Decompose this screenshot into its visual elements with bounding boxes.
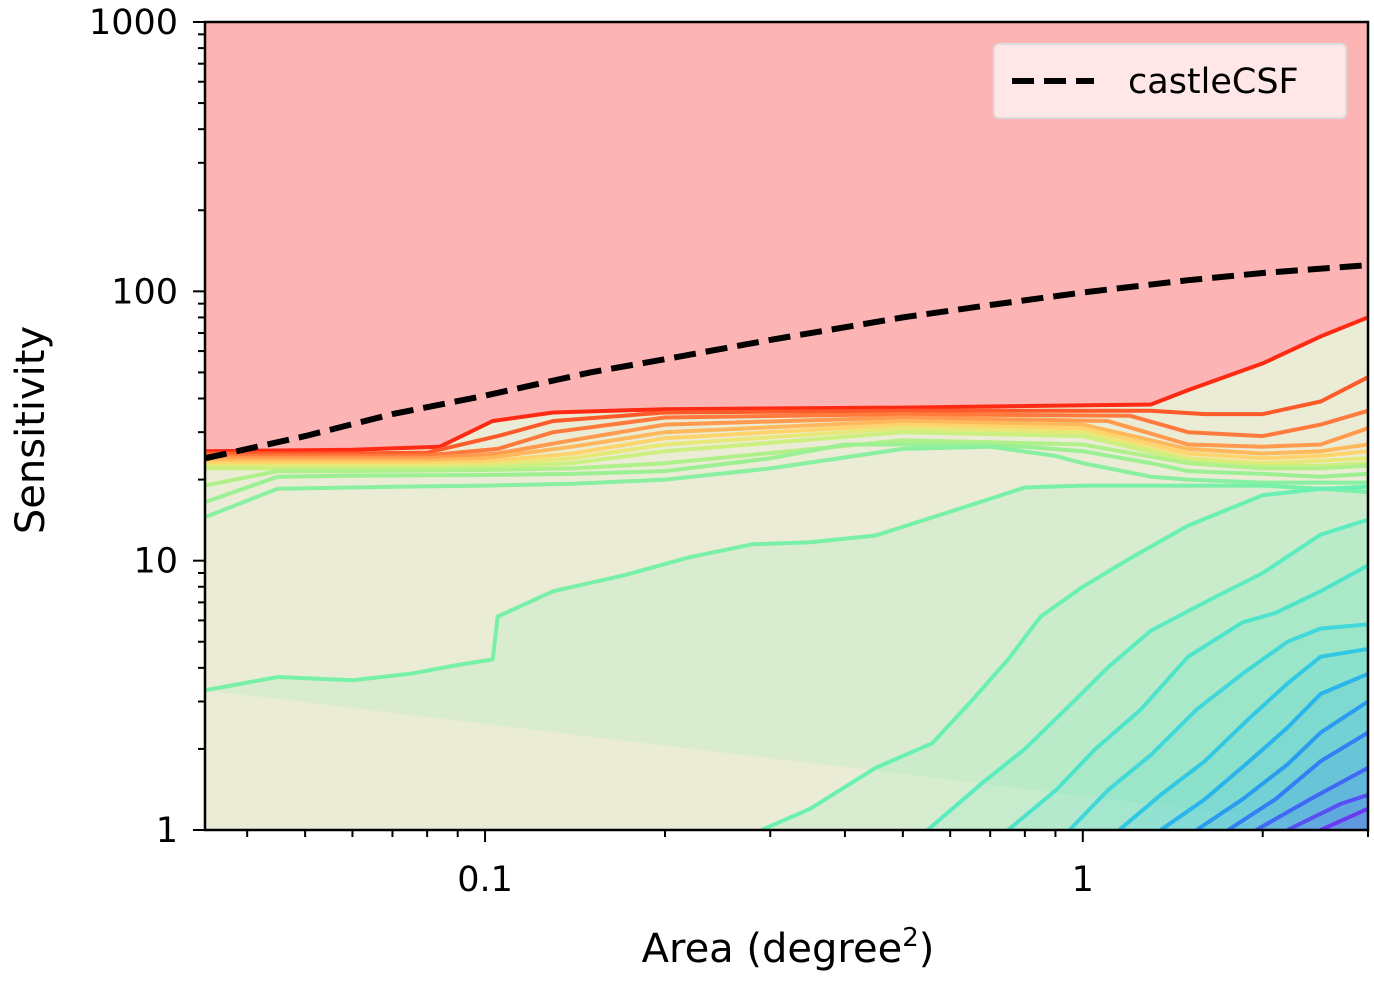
x-tick-label: 1 [1072,860,1094,900]
plot-frame [203,20,1370,832]
legend: castleCSF [993,43,1347,119]
contour-line-14 [1006,563,1368,830]
contour-fill-17 [1160,673,1368,830]
x-axis-label: Area (degree2) [642,923,935,972]
contour-fill-11 [205,485,1368,830]
contour-line-6 [205,426,1368,468]
contour-lines [205,315,1368,830]
legend-box [993,43,1347,119]
contour-fill-16 [1119,649,1368,830]
y-tick-label: 1 [156,811,178,851]
contour-line-1 [205,375,1368,456]
y-axis-label: Sensitivity [8,326,54,534]
x-tick-label: 0.1 [457,860,513,900]
contour-line-19 [1227,730,1368,830]
contour-line-4 [205,419,1368,463]
contour-line-16 [1117,647,1368,830]
contour-line-8 [205,438,1368,488]
contour-line-2 [205,408,1368,458]
castlecsf-line [205,262,1368,462]
y-tick-label: 100 [111,272,178,312]
contour-line-13 [926,517,1368,830]
contour-line-0 [205,315,1368,454]
contour-line-18 [1195,699,1368,830]
axis-ticks: 0.1 1 1 10 100 1000 [89,3,1369,900]
contour-fill-14 [1008,565,1368,830]
contour-line-22 [1319,806,1368,830]
contour-fill-15 [1069,624,1368,830]
contour-line-20 [1255,766,1368,830]
contour-line-15 [1068,622,1368,830]
contour-line-17 [1159,671,1368,830]
contour-fill-18 [1196,701,1368,830]
contour-line-3 [205,415,1368,461]
contour-line-9 [205,442,1368,504]
contour-line-12 [760,484,1368,830]
y-tick-label: 10 [133,542,178,582]
contour-line-21 [1286,792,1368,830]
contour-line-7 [205,430,1368,471]
contour-line-10 [205,444,1368,520]
castlecsf-series [205,262,1368,462]
legend-castlecsf-label: castleCSF [1128,62,1299,102]
y-tick-label: 1000 [89,3,178,43]
contour-line-5 [205,422,1368,466]
contour-fill-12 [761,486,1368,830]
contour-line-11 [205,483,1368,693]
